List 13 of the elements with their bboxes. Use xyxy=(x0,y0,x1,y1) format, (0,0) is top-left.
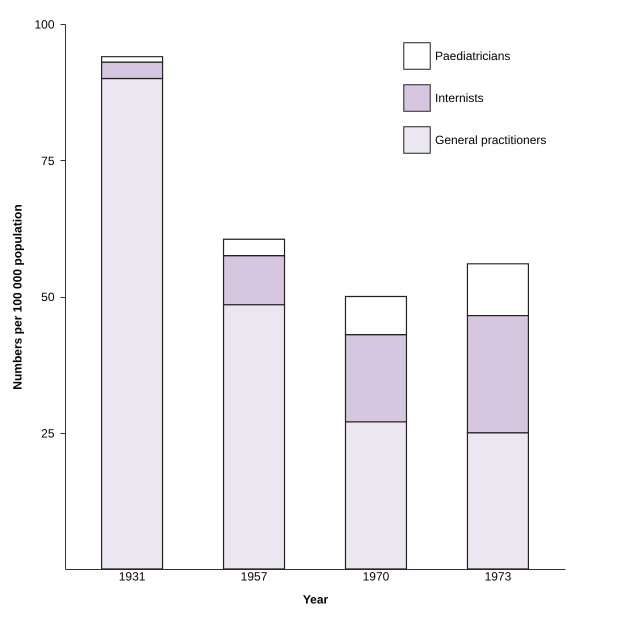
y-axis-title: Numbers per 100 000 population xyxy=(10,204,24,390)
y-tick-label: 100 xyxy=(34,18,55,32)
x-tick-label: 1957 xyxy=(240,570,268,584)
legend-label: Paediatricians xyxy=(435,49,510,63)
y-tick-label: 50 xyxy=(41,290,55,304)
x-tick-label: 1931 xyxy=(118,570,146,584)
y-tick-label: 75 xyxy=(41,154,55,168)
y-tick-label: 25 xyxy=(41,426,55,440)
legend-label: Internists xyxy=(435,91,484,105)
x-tick-label: 1973 xyxy=(484,570,512,584)
legend-label: General practitioners xyxy=(435,133,546,147)
x-axis-title: Year xyxy=(302,592,329,606)
x-tick-label: 1970 xyxy=(362,570,390,584)
